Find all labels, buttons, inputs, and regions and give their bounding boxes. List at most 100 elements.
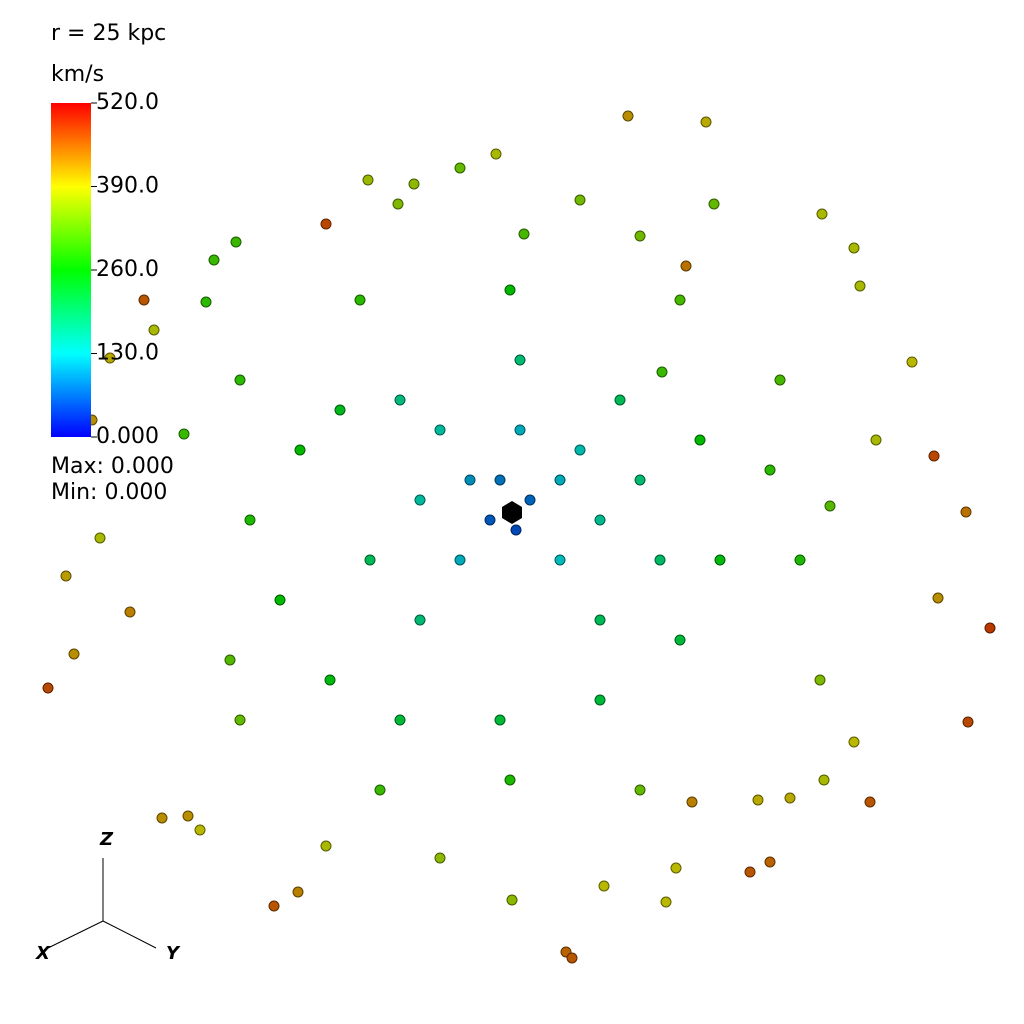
particle — [104, 352, 116, 364]
particle — [148, 324, 160, 336]
particle — [674, 294, 686, 306]
particle — [654, 554, 666, 566]
particle — [324, 674, 336, 686]
particle — [230, 236, 242, 248]
particle — [506, 894, 518, 906]
particle — [574, 194, 586, 206]
particle — [524, 494, 536, 506]
particle — [622, 110, 634, 122]
particle — [816, 208, 828, 220]
particle — [156, 812, 168, 824]
particle — [124, 606, 136, 618]
title: r = 25 kpc — [51, 21, 166, 46]
particle — [870, 434, 882, 446]
particle — [514, 424, 526, 436]
axis-x-label: X — [35, 943, 51, 964]
colorbar-tick-label: 520.0 — [96, 90, 159, 115]
particles — [42, 110, 996, 964]
axis-z-label: Z — [99, 829, 114, 850]
particle — [434, 852, 446, 864]
colorbar — [51, 103, 91, 437]
particle — [510, 524, 522, 536]
particle — [814, 674, 826, 686]
particle — [244, 514, 256, 526]
particle — [848, 736, 860, 748]
particle — [752, 794, 764, 806]
particle — [774, 374, 786, 386]
particle — [60, 570, 72, 582]
particle — [234, 374, 246, 386]
particle — [962, 716, 974, 728]
particle — [818, 774, 830, 786]
particle — [392, 198, 404, 210]
particle — [484, 514, 496, 526]
colorbar-label: km/s — [51, 62, 104, 87]
particle — [94, 532, 106, 544]
particle — [294, 444, 306, 456]
particle — [764, 856, 776, 868]
particle — [334, 404, 346, 416]
particle — [566, 952, 578, 964]
particle — [200, 296, 212, 308]
particle — [694, 434, 706, 446]
particle — [670, 862, 682, 874]
particle — [700, 116, 712, 128]
particle — [224, 654, 236, 666]
particle — [594, 514, 606, 526]
particle — [194, 824, 206, 836]
colorbar-tick-label: 260.0 — [96, 257, 159, 282]
axis-x — [47, 920, 104, 949]
particle — [320, 840, 332, 852]
particle — [594, 614, 606, 626]
particle — [434, 424, 446, 436]
particle — [504, 774, 516, 786]
particle — [394, 714, 406, 726]
particle — [686, 796, 698, 808]
particle — [794, 554, 806, 566]
particle — [680, 260, 692, 272]
particle — [494, 474, 506, 486]
particle — [906, 356, 918, 368]
particle — [394, 394, 406, 406]
particle — [178, 428, 190, 440]
colorbar-tick-label: 390.0 — [96, 174, 159, 199]
particle — [208, 254, 220, 266]
particle — [490, 148, 502, 160]
axis-y — [102, 920, 157, 949]
particle — [234, 714, 246, 726]
particle — [764, 464, 776, 476]
particle — [784, 792, 796, 804]
min-text: Min: 0.000 — [51, 480, 167, 505]
max-text: Max: 0.000 — [51, 454, 174, 479]
particle — [68, 648, 80, 660]
colorbar-tick-label: 130.0 — [96, 341, 159, 366]
particle — [554, 474, 566, 486]
particle — [268, 900, 280, 912]
particle — [634, 230, 646, 242]
particle — [454, 554, 466, 566]
particle — [354, 294, 366, 306]
particle — [708, 198, 720, 210]
particle — [414, 614, 426, 626]
particle — [864, 796, 876, 808]
particle — [744, 866, 756, 878]
particle — [656, 366, 668, 378]
center-marker — [502, 501, 522, 524]
particle — [848, 242, 860, 254]
axis-y-label: Y — [166, 943, 181, 964]
axes-triad — [47, 858, 157, 949]
particle — [182, 810, 194, 822]
particle — [138, 294, 150, 306]
particle — [274, 594, 286, 606]
particle — [408, 178, 420, 190]
particle — [414, 494, 426, 506]
particle — [660, 896, 672, 908]
particle — [714, 554, 726, 566]
particle — [824, 500, 836, 512]
particle — [984, 622, 996, 634]
particle — [554, 554, 566, 566]
particle — [362, 174, 374, 186]
particle — [932, 592, 944, 604]
particle — [634, 784, 646, 796]
